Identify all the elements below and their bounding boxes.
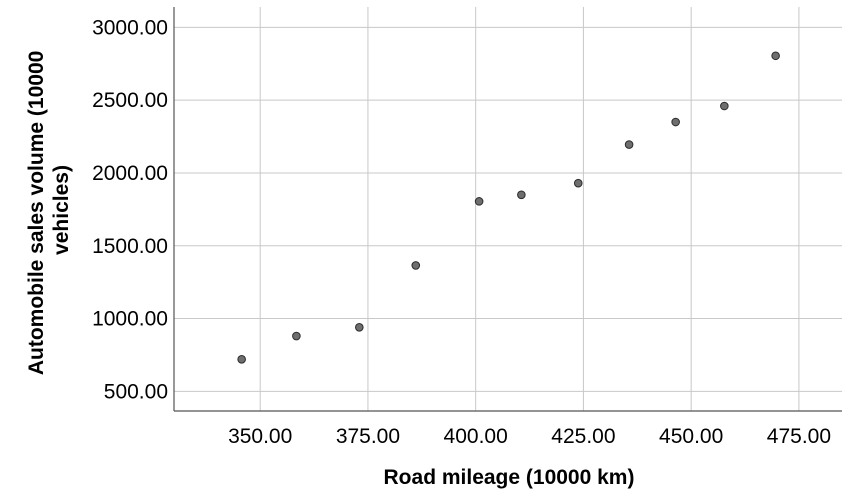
x-tick-label: 400.00 [444, 425, 508, 448]
x-tick-label: 350.00 [228, 425, 292, 448]
data-point [292, 331, 301, 341]
data-point [474, 197, 484, 206]
grid-lines [174, 7, 842, 411]
axes [173, 7, 842, 412]
y-tick-label: 2000.00 [92, 162, 168, 185]
y-tick-label: 1500.00 [92, 235, 168, 258]
data-point [573, 178, 583, 188]
data-point [720, 101, 729, 111]
data-point [237, 355, 246, 364]
x-tick-labels: 350.00 375.00 400.00 425.00 450.00 475.00 [228, 425, 831, 448]
data-point [355, 322, 364, 332]
y-tick-label: 3000.00 [92, 16, 168, 39]
x-tick-label: 375.00 [336, 425, 400, 448]
y-axis-title-line-1: Automobile sales volume (10000 [25, 51, 48, 375]
y-tick-label: 2500.00 [92, 89, 168, 112]
y-tick-labels: 500.00 1000.00 1500.00 2000.00 2500.00 3000.0… [92, 16, 168, 403]
x-tick-label: 475.00 [767, 425, 831, 448]
y-axis-title-line-2: vehicles) [50, 165, 73, 255]
x-tick-label: 450.00 [659, 425, 723, 448]
data-point [517, 190, 526, 200]
y-tick-label: 500.00 [104, 380, 168, 403]
data-point [671, 117, 680, 127]
x-axis-title: Road mileage (10000 km) [384, 466, 635, 489]
y-tick-label: 1000.00 [92, 308, 168, 331]
data-point [771, 51, 780, 61]
data-point [411, 261, 421, 270]
x-tick-label: 425.00 [551, 425, 615, 448]
data-points [237, 51, 780, 364]
y-axis-title: Automobile sales volume (10000 vehicles) [25, 45, 73, 375]
data-point [624, 140, 634, 149]
